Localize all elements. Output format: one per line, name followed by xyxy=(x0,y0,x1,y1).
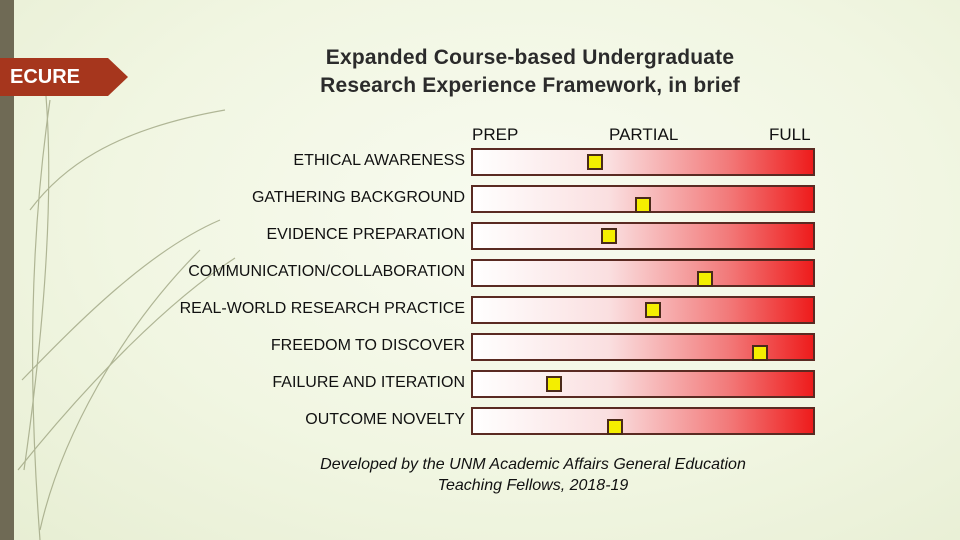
row-label: COMMUNICATION/COLLABORATION xyxy=(188,263,465,280)
row-label: FREEDOM TO DISCOVER xyxy=(270,337,465,354)
footer-credit: Developed by the UNM Academic Affairs Ge… xyxy=(260,454,806,496)
level-marker xyxy=(751,345,768,361)
row-label: EVIDENCE PREPARATION xyxy=(266,226,465,243)
footer-line-2: Teaching Fellows, 2018-19 xyxy=(437,477,629,494)
level-track xyxy=(471,222,815,250)
level-marker xyxy=(545,376,562,392)
row-label: FAILURE AND ITERATION xyxy=(272,374,465,391)
scale-label-partial: PARTIAL xyxy=(609,125,679,144)
level-marker xyxy=(645,302,662,318)
slide-title: Expanded Course-based Undergraduate Rese… xyxy=(280,44,780,100)
left-accent-bar xyxy=(0,0,14,540)
title-line-1: Expanded Course-based Undergraduate xyxy=(325,46,735,69)
level-marker xyxy=(600,228,617,244)
level-track xyxy=(471,148,815,176)
footer-line-1: Developed by the UNM Academic Affairs Ge… xyxy=(320,456,746,473)
level-track xyxy=(471,296,815,324)
level-marker xyxy=(696,271,713,287)
row-label: GATHERING BACKGROUND xyxy=(251,189,465,206)
row-label: REAL-WORLD RESEARCH PRACTICE xyxy=(179,300,465,317)
scale-label-full: FULL xyxy=(769,125,811,144)
row-label: OUTCOME NOVELTY xyxy=(305,411,465,428)
ecure-tag: ECURE xyxy=(0,58,128,96)
level-track xyxy=(471,370,815,398)
level-track xyxy=(471,259,815,287)
level-marker xyxy=(635,197,651,213)
level-marker xyxy=(586,154,603,170)
title-line-2: Research Experience Framework, in brief xyxy=(320,74,740,97)
level-marker xyxy=(607,419,624,435)
level-track xyxy=(471,407,815,435)
scale-label-prep: PREP xyxy=(472,125,519,144)
row-label: ETHICAL AWARENESS xyxy=(293,152,465,169)
